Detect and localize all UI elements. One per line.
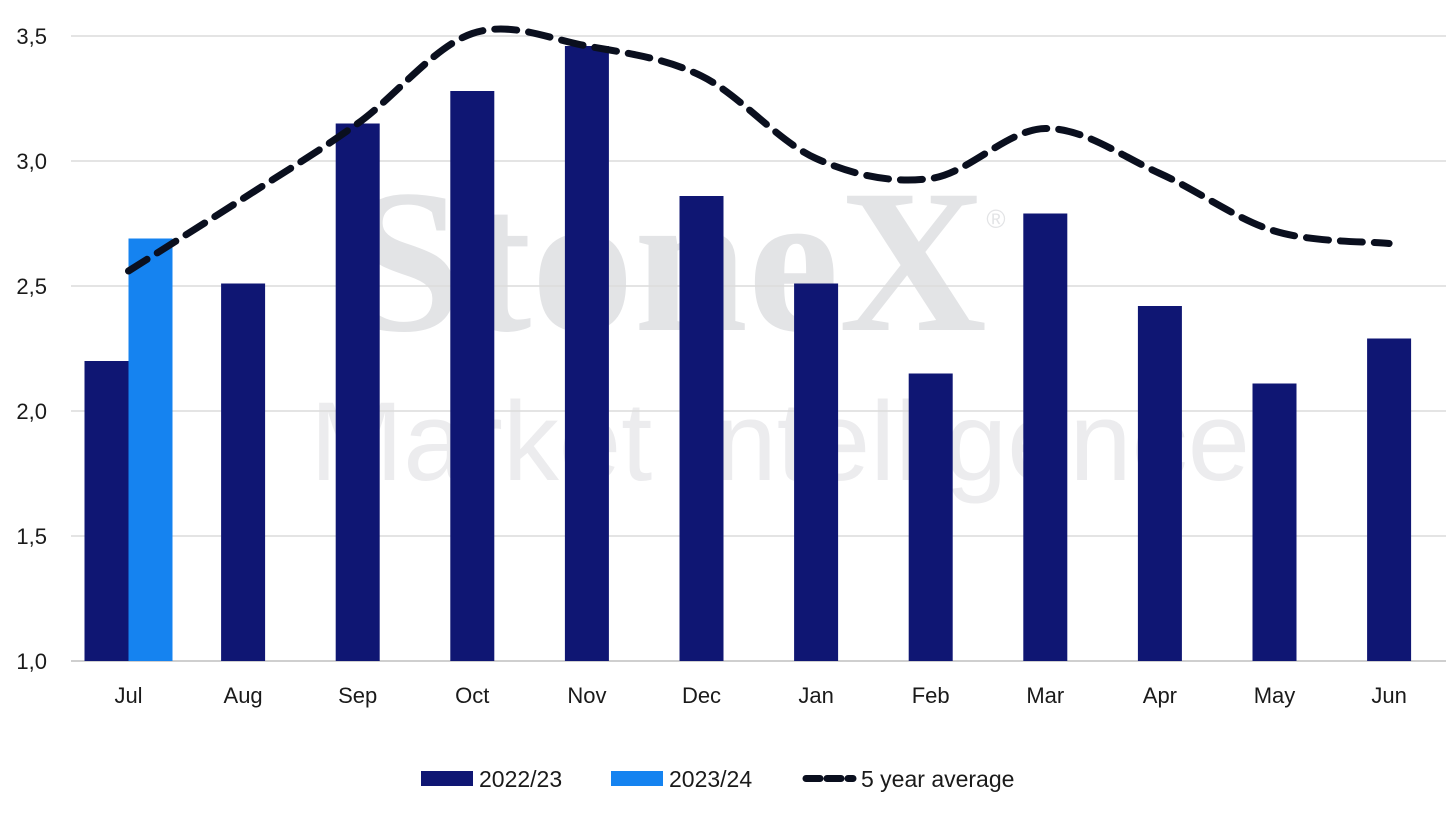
watermark-brand: StoneX: [349, 148, 987, 375]
y-axis-ticks: 1,0 1,5 2,0 2,5 3,0 3,5: [16, 24, 47, 674]
bar-2023-24-jul: [128, 238, 173, 661]
bar-2022-23-mar: [1023, 213, 1068, 661]
y-tick-label: 1,5: [16, 524, 47, 549]
bar-2022-23-jan: [794, 283, 839, 661]
bar-2022-23-feb: [908, 373, 953, 661]
bar-2022-23-apr: [1137, 306, 1182, 661]
legend-label: 5 year average: [861, 766, 1014, 792]
x-tick-label: Jul: [114, 683, 142, 708]
bar-2022-23-sep: [335, 123, 380, 661]
bar-2022-23-may: [1252, 383, 1297, 661]
x-tick-label: Feb: [912, 683, 950, 708]
y-tick-label: 3,0: [16, 149, 47, 174]
bar-2022-23-oct: [450, 91, 495, 661]
legend-label: 2023/24: [669, 766, 752, 792]
legend: 2022/23 2023/24 5 year average: [421, 766, 1014, 792]
bars: [84, 46, 1412, 661]
legend-item: 2022/23: [421, 766, 562, 792]
x-tick-label: Jun: [1371, 683, 1406, 708]
legend-swatch: [421, 771, 473, 786]
x-tick-label: Jan: [798, 683, 833, 708]
legend-item: 5 year average: [802, 766, 1014, 792]
y-tick-label: 1,0: [16, 649, 47, 674]
bar-2022-23-nov: [564, 46, 609, 661]
watermark-registered-mark: ®: [986, 204, 1005, 234]
x-tick-label: Sep: [338, 683, 377, 708]
bar-2022-23-aug: [221, 283, 266, 661]
bar-2022-23-jul: [84, 361, 129, 661]
series-line-5-year-average: [125, 25, 1393, 275]
gridlines: [71, 35, 1446, 662]
x-axis-ticks: Jul Aug Sep Oct Nov Dec Jan Feb Mar Apr May Jun: [114, 683, 1406, 708]
bar-2022-23-dec: [679, 196, 724, 661]
y-tick-label: 2,5: [16, 274, 47, 299]
y-tick-label: 3,5: [16, 24, 47, 49]
x-tick-label: Dec: [682, 683, 721, 708]
x-tick-label: Oct: [455, 683, 489, 708]
x-tick-label: Aug: [224, 683, 263, 708]
legend-swatch: [611, 771, 663, 786]
bar-2022-23-jun: [1367, 338, 1412, 661]
x-tick-label: Apr: [1143, 683, 1177, 708]
x-tick-label: Mar: [1026, 683, 1064, 708]
average-line: [125, 25, 1393, 275]
legend-label: 2022/23: [479, 766, 562, 792]
x-tick-label: May: [1254, 683, 1296, 708]
x-tick-label: Nov: [567, 683, 606, 708]
legend-item: 2023/24: [611, 766, 752, 792]
y-tick-label: 2,0: [16, 399, 47, 424]
